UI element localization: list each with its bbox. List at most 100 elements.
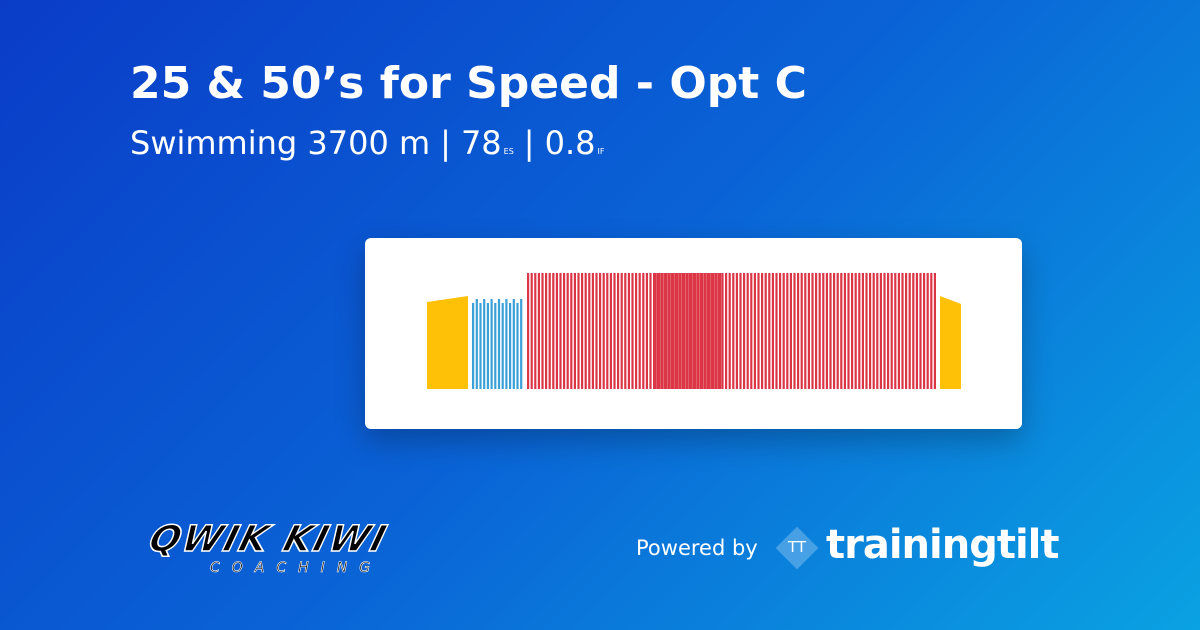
interval-bar [602, 273, 605, 389]
interval-bar [649, 273, 652, 389]
interval-bar [912, 273, 915, 389]
interval-bar [743, 273, 746, 389]
workout-title: 25 & 50’s for Speed - Opt C [130, 58, 807, 109]
interval-bar [847, 273, 850, 389]
workout-subtitle: Swimming 3700 m | 78 ES | 0.8 IF [130, 124, 604, 162]
interval-bar [559, 273, 562, 389]
interval-bar [624, 273, 627, 389]
interval-bar [843, 273, 846, 389]
interval-bar [825, 273, 828, 389]
interval-bar [606, 273, 609, 389]
interval-bar [505, 299, 508, 389]
interval-bar [833, 273, 836, 389]
interval-bar [537, 273, 540, 389]
interval-bar [876, 273, 879, 389]
interval-bar [674, 273, 678, 389]
interval-bar [818, 273, 821, 389]
interval-bar [501, 303, 504, 389]
interval-bar [746, 273, 749, 389]
interval-bar [879, 273, 882, 389]
sport: Swimming 3700 m [130, 124, 431, 162]
interval-bar [775, 273, 778, 389]
interval-bar [750, 273, 753, 389]
interval-bar [678, 273, 682, 389]
interval-bar [887, 273, 890, 389]
interval-bar [573, 273, 576, 389]
interval-bar [656, 273, 660, 389]
interval-bar [786, 273, 789, 389]
interval-bar [490, 299, 493, 389]
interval-bar [653, 273, 657, 389]
separator: | [523, 124, 535, 162]
interval-bar [815, 273, 818, 389]
interval-bar [779, 273, 782, 389]
logo-name: QWIK KIWI [144, 518, 393, 561]
es-value: 78 [460, 124, 502, 162]
interval-bar [890, 273, 893, 389]
interval-bar [768, 273, 771, 389]
interval-bar [638, 273, 641, 389]
interval-bar [681, 273, 686, 389]
interval-bar [721, 273, 724, 389]
interval-bar [804, 273, 807, 389]
interval-bar [696, 273, 700, 389]
interval-bar [919, 273, 922, 389]
interval-bar [829, 273, 832, 389]
interval-bar [923, 273, 926, 389]
interval-bar [570, 273, 573, 389]
interval-bar [764, 273, 767, 389]
interval-bar [497, 299, 501, 389]
interval-bar [472, 303, 475, 389]
interval-bar [671, 273, 675, 389]
interval-bar [584, 273, 587, 389]
interval-bar [699, 273, 704, 389]
interval-bar [527, 273, 530, 389]
interval-bar [483, 299, 486, 389]
interval-bar [599, 273, 602, 389]
brand-icon: TT [775, 526, 819, 570]
interval-bar [858, 273, 861, 389]
interval-bar [692, 273, 696, 389]
interval-bar [782, 273, 785, 389]
interval-bar [872, 273, 875, 389]
interval-bar [789, 273, 792, 389]
interval-bar [926, 273, 929, 389]
interval-bar [725, 273, 728, 389]
interval-bar [822, 273, 825, 389]
interval-bar [663, 273, 668, 389]
interval-bar [545, 273, 548, 389]
interval-bar [930, 273, 933, 389]
interval-bar [707, 273, 711, 389]
if-unit: IF [597, 147, 605, 156]
interval-bar [757, 273, 760, 389]
interval-bar [552, 273, 555, 389]
interval-bar [689, 273, 693, 389]
interval-bar [854, 273, 857, 389]
interval-bar [660, 273, 664, 389]
interval-bar [800, 273, 803, 389]
interval-bar [563, 273, 566, 389]
interval-bar [807, 273, 810, 389]
interval-bar [735, 273, 738, 389]
interval-bar [836, 273, 839, 389]
interval-bar [645, 273, 648, 389]
interval-bar [635, 273, 638, 389]
icon-text: TT [787, 538, 807, 556]
interval-bar [933, 273, 936, 389]
interval-bar [627, 273, 630, 389]
interval-bar [897, 273, 900, 389]
interval-bar [581, 273, 584, 389]
interval-bar [541, 273, 544, 389]
interval-bar [595, 273, 598, 389]
interval-bar [512, 299, 515, 389]
interval-bar [908, 273, 911, 389]
workout-profile [427, 273, 961, 389]
interval-bar [516, 303, 519, 389]
interval-bar [840, 273, 843, 389]
interval-bar [548, 273, 551, 389]
interval-bar [494, 303, 497, 389]
interval-bar [811, 273, 814, 389]
interval-bar [714, 273, 718, 389]
interval-bar [613, 273, 616, 389]
